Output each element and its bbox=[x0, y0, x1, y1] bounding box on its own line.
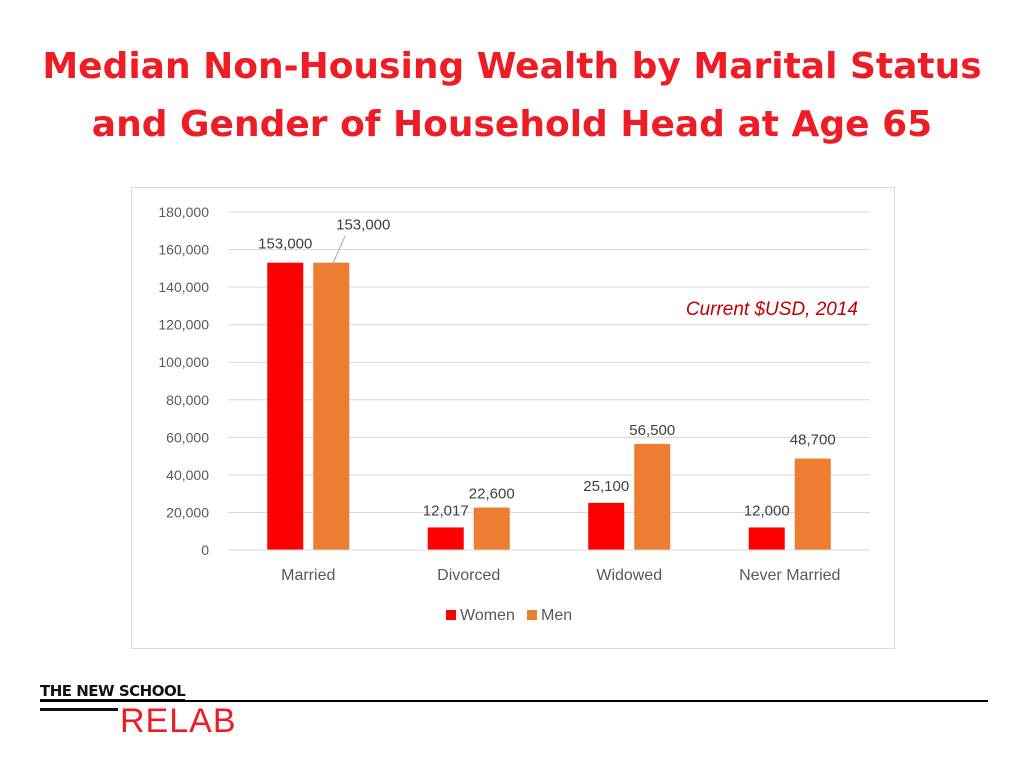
relab-logo-text: RELAB bbox=[120, 702, 237, 740]
bar-men bbox=[313, 262, 350, 550]
legend-swatch-men bbox=[527, 610, 537, 620]
data-label: 12,017 bbox=[423, 502, 469, 519]
slide-title: Median Non-Housing Wealth by Marital Sta… bbox=[0, 38, 1024, 154]
legend-label: Women bbox=[460, 607, 515, 624]
new-school-logo-text: THE NEW SCHOOL bbox=[40, 682, 186, 701]
bar-men bbox=[473, 507, 510, 550]
data-label: 153,000 bbox=[258, 236, 312, 253]
chart-annotation: Current $USD, 2014 bbox=[686, 299, 858, 320]
data-label: 25,100 bbox=[583, 478, 629, 495]
x-category-label: Married bbox=[281, 567, 335, 584]
chart-frame: 0 20,000 40,000 60,000 80,000 100,000 120,000 1… bbox=[131, 187, 895, 649]
y-tick-label: 60,000 bbox=[166, 429, 209, 445]
y-tick-label: 80,000 bbox=[166, 392, 209, 408]
bar-women bbox=[267, 262, 304, 550]
bar-men bbox=[634, 443, 671, 550]
x-category-label: Divorced bbox=[437, 567, 500, 584]
legend-swatch-women bbox=[446, 610, 456, 620]
data-label: 153,000 bbox=[336, 217, 390, 234]
bar-men bbox=[794, 458, 831, 550]
x-category-label: Never Married bbox=[739, 567, 840, 584]
y-tick-label: 140,000 bbox=[158, 279, 209, 295]
y-tick-label: 160,000 bbox=[158, 242, 209, 258]
logo-accent-bar bbox=[40, 708, 118, 711]
y-tick-label: 0 bbox=[201, 542, 209, 558]
x-category-label: Widowed bbox=[596, 567, 662, 584]
bar-chart: 0 20,000 40,000 60,000 80,000 100,000 120,000 1… bbox=[158, 204, 870, 624]
legend-label: Men bbox=[541, 607, 572, 624]
slide-title-line-2: and Gender of Household Head at Age 65 bbox=[91, 104, 933, 145]
bar-women bbox=[427, 527, 464, 550]
y-tick-label: 20,000 bbox=[166, 504, 209, 520]
data-label: 56,500 bbox=[629, 422, 675, 439]
y-tick-label: 180,000 bbox=[158, 204, 209, 220]
data-label: 22,600 bbox=[469, 486, 515, 503]
data-label: 48,700 bbox=[790, 432, 836, 449]
data-label: 12,000 bbox=[744, 502, 790, 519]
y-tick-label: 40,000 bbox=[166, 467, 209, 483]
bar-women bbox=[748, 527, 785, 550]
y-tick-label: 120,000 bbox=[158, 317, 209, 333]
y-tick-label: 100,000 bbox=[158, 354, 209, 370]
bar-women bbox=[588, 502, 625, 550]
slide-title-line-1: Median Non-Housing Wealth by Marital Sta… bbox=[42, 46, 982, 87]
footer-divider bbox=[40, 700, 988, 702]
data-label-leader bbox=[332, 235, 346, 263]
